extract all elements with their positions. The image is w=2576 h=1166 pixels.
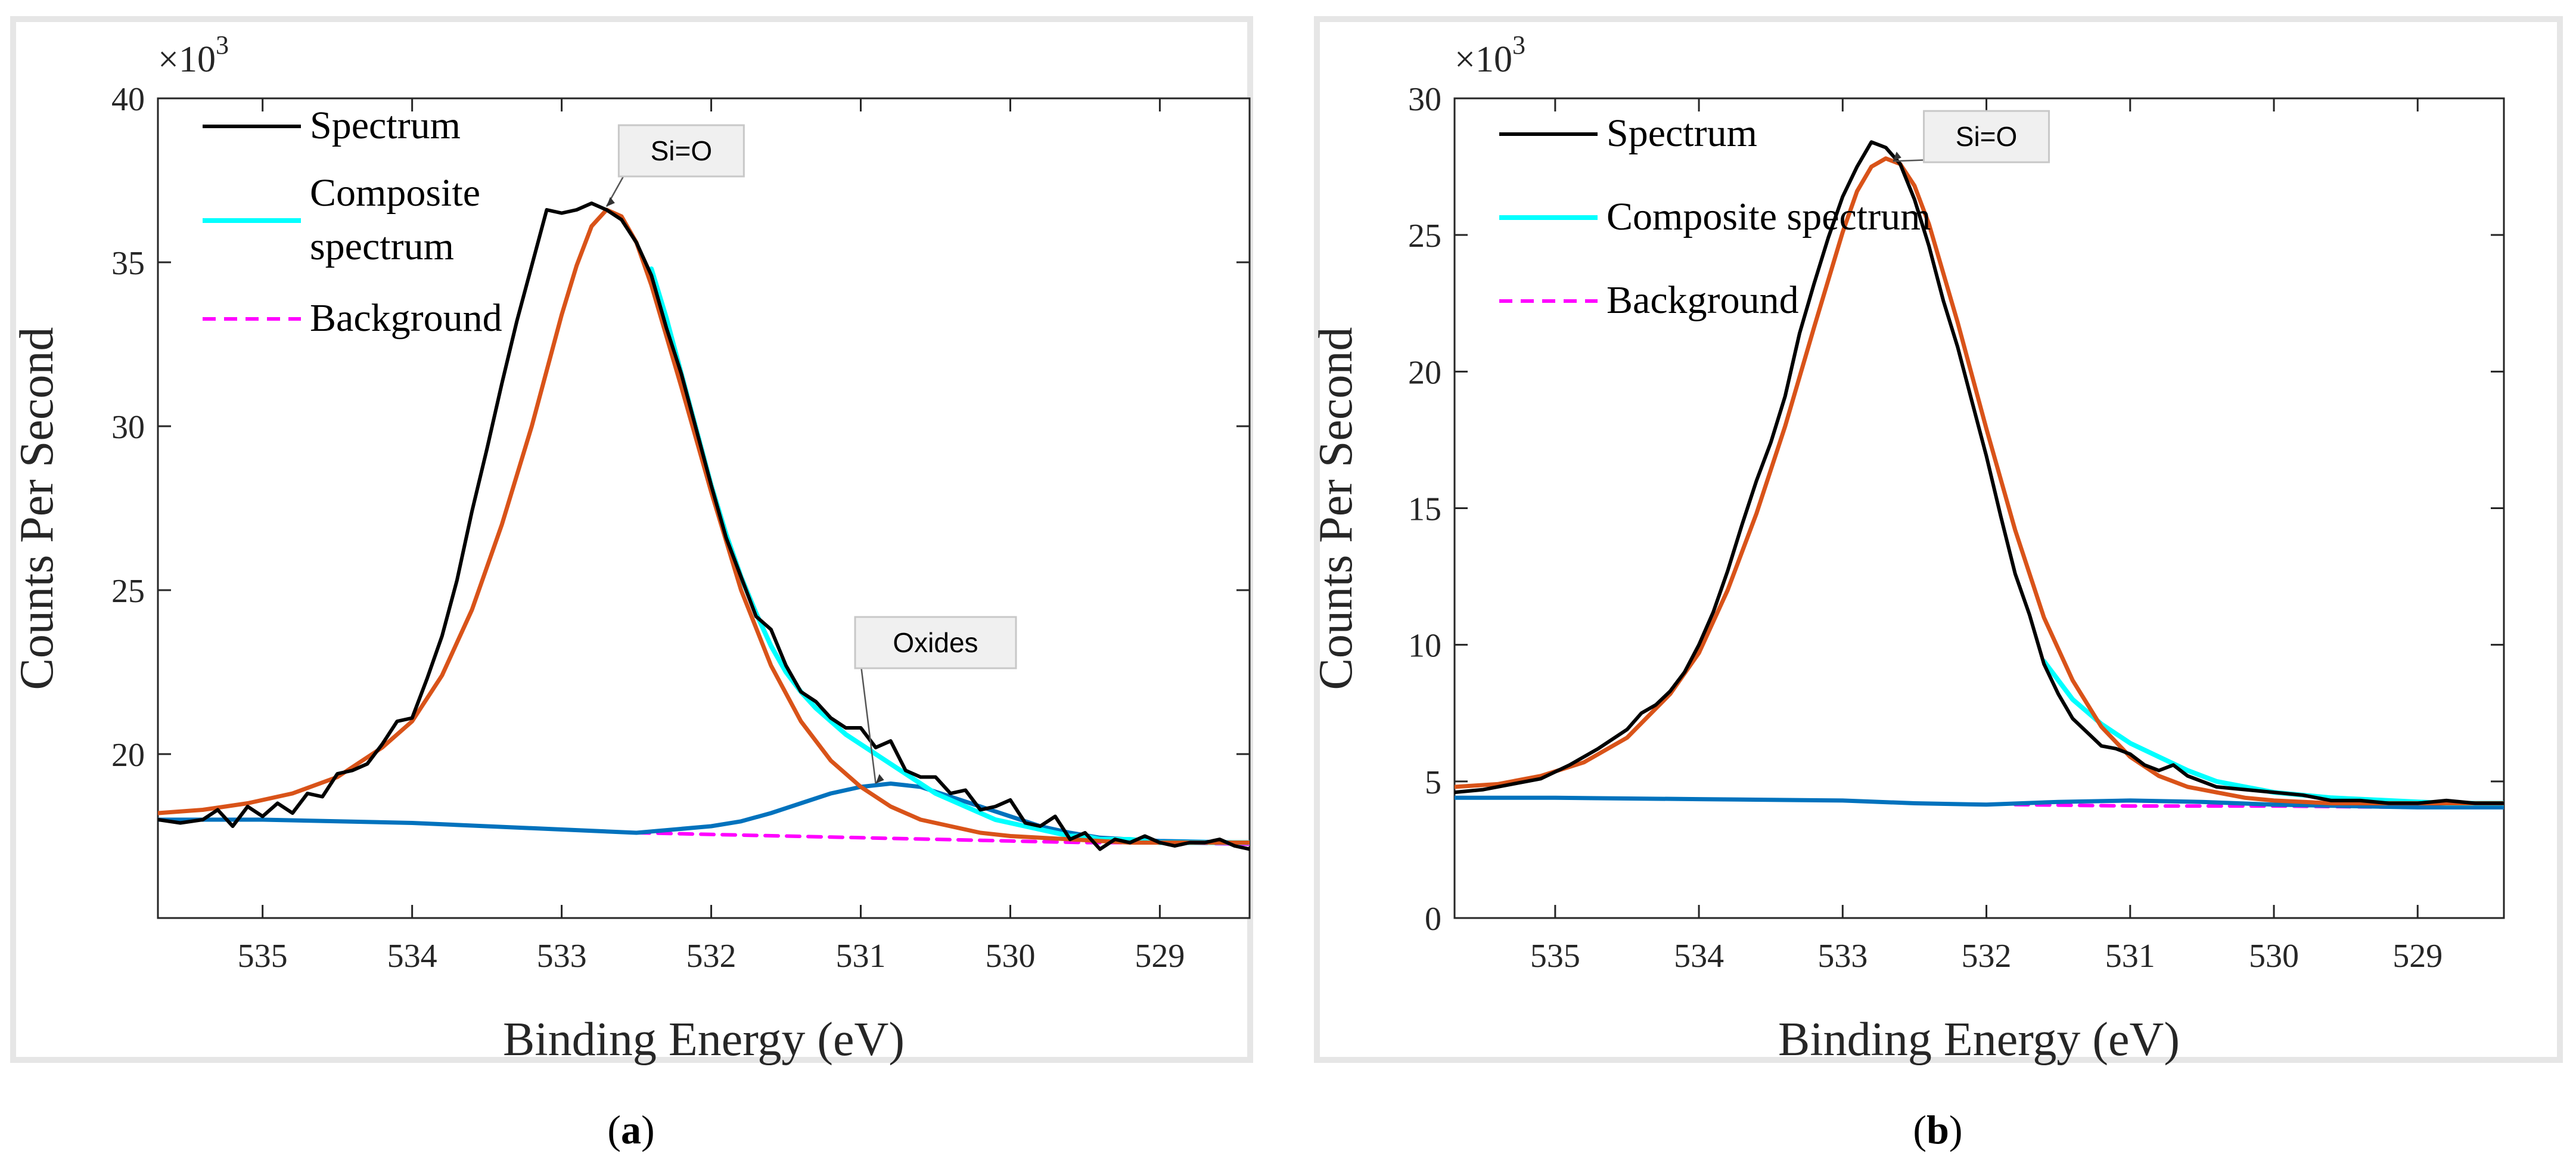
y-tick-label: 35 [111, 245, 145, 282]
y-axis-label: Counts Per Second [1310, 327, 1362, 690]
x-tick-label: 531 [836, 938, 886, 975]
y-tick-label: 30 [1408, 81, 1441, 118]
panel-caption: (a) [607, 1107, 654, 1152]
legend-label: spectrum [310, 225, 454, 268]
legend: Spectrum Composite spectrum Background [203, 104, 502, 340]
y-tick-label: 30 [111, 409, 145, 446]
annotation-arrowhead [1893, 151, 1901, 162]
legend-label: Composite spectrum [1606, 195, 1931, 238]
y-tick-label: 20 [111, 737, 145, 774]
legend-label: Background [1606, 278, 1799, 322]
series-oxides-fit-line [1455, 795, 2504, 810]
annotation-label: Si=O [651, 135, 713, 166]
x-tick-label: 532 [686, 938, 737, 975]
series-si-o-fit-line [158, 207, 1250, 845]
y-axis-label: Counts Per Second [11, 327, 63, 690]
y-tick-label: 25 [111, 573, 145, 610]
legend-label: Spectrum [1606, 111, 1757, 155]
y-tick-label: 10 [1408, 628, 1441, 665]
y-tick-label: 40 [111, 81, 145, 118]
caption-open: ( [1913, 1107, 1926, 1152]
panel-b: 535 534 533 532 531 530 529051015202530×103Bin… [1310, 16, 2563, 1152]
series-group [1455, 140, 2504, 810]
y-tick-label: 15 [1408, 491, 1441, 528]
annotation-label: Oxides [893, 627, 978, 658]
x-tick-label: 529 [1135, 938, 1185, 975]
annotation-arrowhead [606, 197, 615, 207]
x-tick-label: 534 [387, 938, 437, 975]
y-tick-label: 0 [1425, 901, 1441, 938]
panel-caption: (b) [1913, 1107, 1962, 1152]
annotation-box [617, 124, 745, 178]
y-tick-label: 25 [1408, 218, 1441, 255]
x-tick-label: 535 [238, 938, 288, 975]
caption-close: ) [641, 1107, 655, 1152]
legend-label: Background [310, 296, 502, 340]
caption-letter: a [621, 1107, 641, 1152]
caption-open: ( [607, 1107, 621, 1152]
annotation-label: Si=O [1956, 121, 2018, 152]
x-tick-label: 531 [2105, 938, 2155, 975]
x-tick-label: 533 [1817, 938, 1867, 975]
legend: Spectrum Composite spectrum Background [1499, 111, 1931, 322]
x-tick-label: 530 [2249, 938, 2299, 975]
annotation-box [1923, 110, 2050, 163]
plot-area [157, 97, 1251, 919]
y-exponent-power: 3 [1512, 30, 1525, 60]
y-exponent-power: 3 [216, 30, 229, 60]
annotation-arrowhead [875, 774, 884, 784]
annotation-box [854, 616, 1017, 669]
panel-a: 535 534 533 532 531 530 5292025303540×103Bindi… [10, 16, 1253, 1152]
x-tick-label: 529 [2392, 938, 2443, 975]
annotation-arrow [860, 665, 877, 784]
x-tick-label: 534 [1674, 938, 1724, 975]
x-tick-label: 533 [537, 938, 587, 975]
series-spectrum-line [1455, 140, 2504, 805]
x-tick-label: 530 [985, 938, 1035, 975]
x-axis-label: Binding Energy (eV) [1778, 1013, 2180, 1066]
x-tick-label: 535 [1530, 938, 1580, 975]
plot-area [1453, 97, 2505, 919]
x-tick-label: 532 [1962, 938, 2012, 975]
series-spectrum-line [158, 201, 1250, 851]
series-group [158, 201, 1250, 851]
y-tick-label: 5 [1425, 764, 1441, 801]
caption-close: ) [1949, 1107, 1963, 1152]
y-tick-label: 20 [1408, 354, 1441, 391]
legend-label: Spectrum [310, 104, 461, 147]
legend-label: Composite [310, 171, 480, 215]
caption-letter: b [1926, 1107, 1949, 1152]
x-axis-label: Binding Energy (eV) [503, 1013, 905, 1066]
